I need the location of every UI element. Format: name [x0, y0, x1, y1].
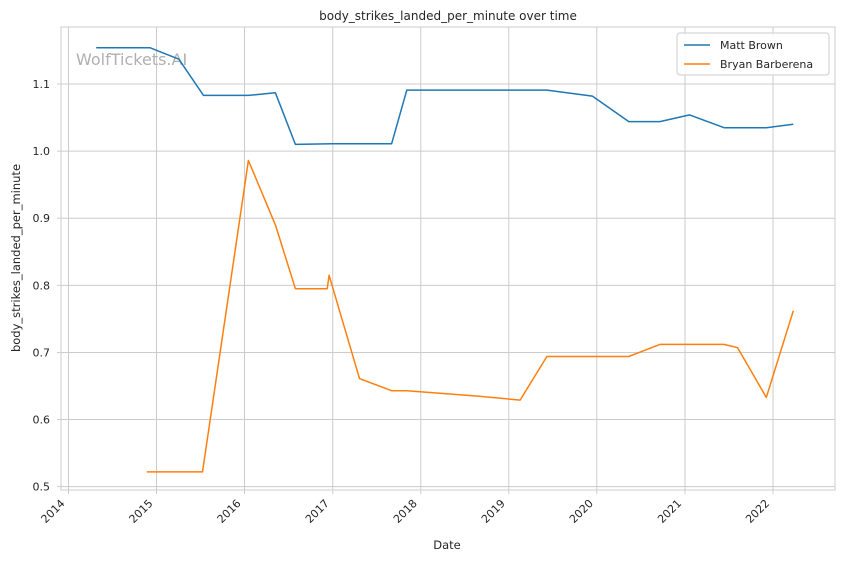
series-line-bryan-barberena [146, 159, 795, 473]
x-tick-label: 2020 [567, 497, 596, 526]
legend-box [676, 32, 830, 76]
chart-title: body_strikes_landed_per_minute over time [319, 9, 577, 23]
legend-label-matt-brown: Matt Brown [720, 39, 783, 52]
legend-label-bryan-barberena: Bryan Barberena [720, 58, 813, 71]
x-tick-label: 2016 [215, 497, 244, 526]
legend: Matt Brown Bryan Barberena [676, 32, 830, 76]
series-layer [96, 47, 795, 473]
x-tick-label: 2018 [391, 497, 420, 526]
x-tick-label: 2022 [743, 497, 772, 526]
y-tick-label: 0.7 [33, 346, 51, 359]
y-tick-label: 1.1 [33, 78, 51, 91]
x-tick-label: 2017 [303, 497, 332, 526]
plot-frame [60, 26, 836, 491]
y-tick-labels: 0.5 0.6 0.7 0.8 0.9 1.0 1.1 [33, 78, 51, 494]
series-line-matt-brown [96, 47, 794, 146]
x-tick-label: 2015 [127, 497, 156, 526]
watermark: WolfTickets.AI [76, 50, 187, 69]
x-axis-label: Date [433, 538, 461, 552]
x-tick-label: 2014 [39, 497, 68, 526]
y-tick-label: 0.5 [33, 481, 51, 494]
y-axis-label: body_strikes_landed_per_minute [9, 164, 23, 352]
y-tick-label: 1.0 [33, 145, 51, 158]
y-tick-label: 0.6 [33, 414, 51, 427]
y-tick-label: 0.8 [33, 279, 51, 292]
x-tick-labels: 2014 2015 2016 2017 2018 2019 2020 2021 2022 [39, 497, 773, 526]
grid [57, 27, 835, 494]
y-tick-label: 0.9 [33, 212, 51, 225]
x-tick-label: 2019 [479, 497, 508, 526]
x-tick-label: 2021 [655, 497, 684, 526]
